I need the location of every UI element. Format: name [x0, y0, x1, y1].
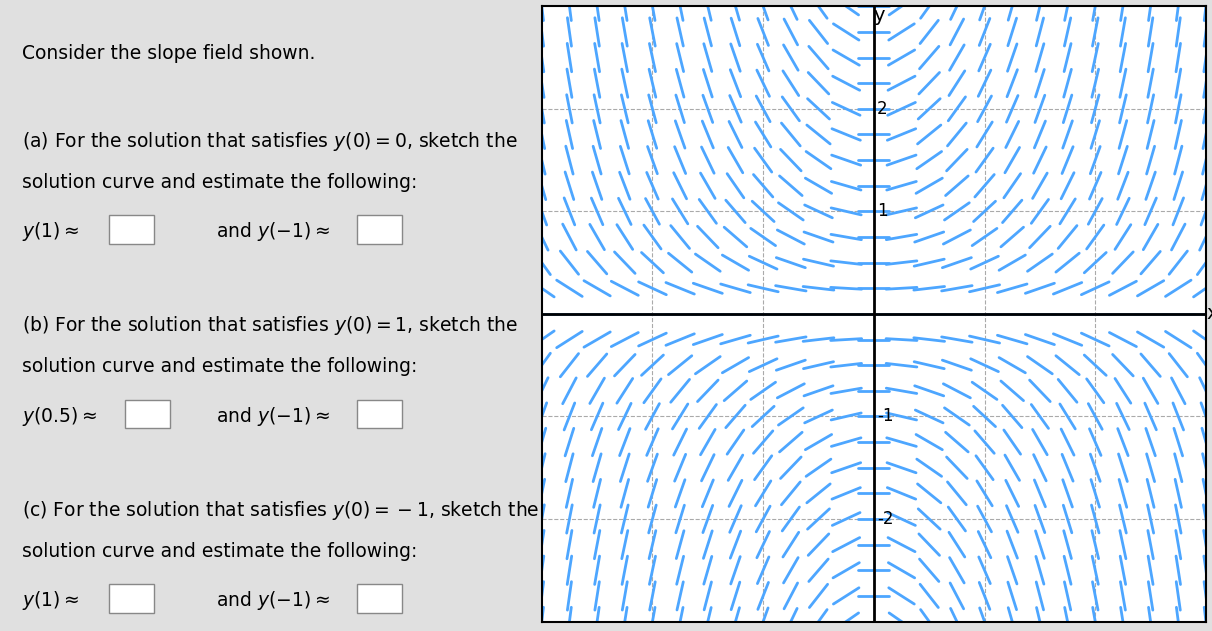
Text: 1: 1: [877, 203, 888, 220]
Text: $y(1) \approx$: $y(1) \approx$: [22, 589, 79, 612]
Text: y: y: [874, 6, 885, 25]
Text: 2: 2: [877, 100, 888, 118]
Text: $y(0.5) \approx$: $y(0.5) \approx$: [22, 404, 97, 428]
Text: and $y(-1) \approx$: and $y(-1) \approx$: [216, 220, 330, 243]
Text: and $y(-1) \approx$: and $y(-1) \approx$: [216, 404, 330, 428]
Text: (b) For the solution that satisfies $y(0) = 1$, sketch the: (b) For the solution that satisfies $y(0…: [22, 314, 518, 338]
Text: -2: -2: [877, 510, 893, 528]
Text: solution curve and estimate the following:: solution curve and estimate the followin…: [22, 173, 417, 192]
Text: (a) For the solution that satisfies $y(0) = 0$, sketch the: (a) For the solution that satisfies $y(0…: [22, 130, 518, 153]
Text: solution curve and estimate the following:: solution curve and estimate the followin…: [22, 542, 417, 561]
Text: -1: -1: [877, 408, 893, 425]
Text: and $y(-1) \approx$: and $y(-1) \approx$: [216, 589, 330, 612]
Text: Consider the slope field shown.: Consider the slope field shown.: [22, 44, 315, 63]
Text: (c) For the solution that satisfies $y(0) = -1$, sketch the: (c) For the solution that satisfies $y(0…: [22, 499, 539, 522]
Text: x: x: [1206, 304, 1212, 324]
Text: solution curve and estimate the following:: solution curve and estimate the followin…: [22, 357, 417, 377]
Text: $y(1) \approx$: $y(1) \approx$: [22, 220, 79, 243]
